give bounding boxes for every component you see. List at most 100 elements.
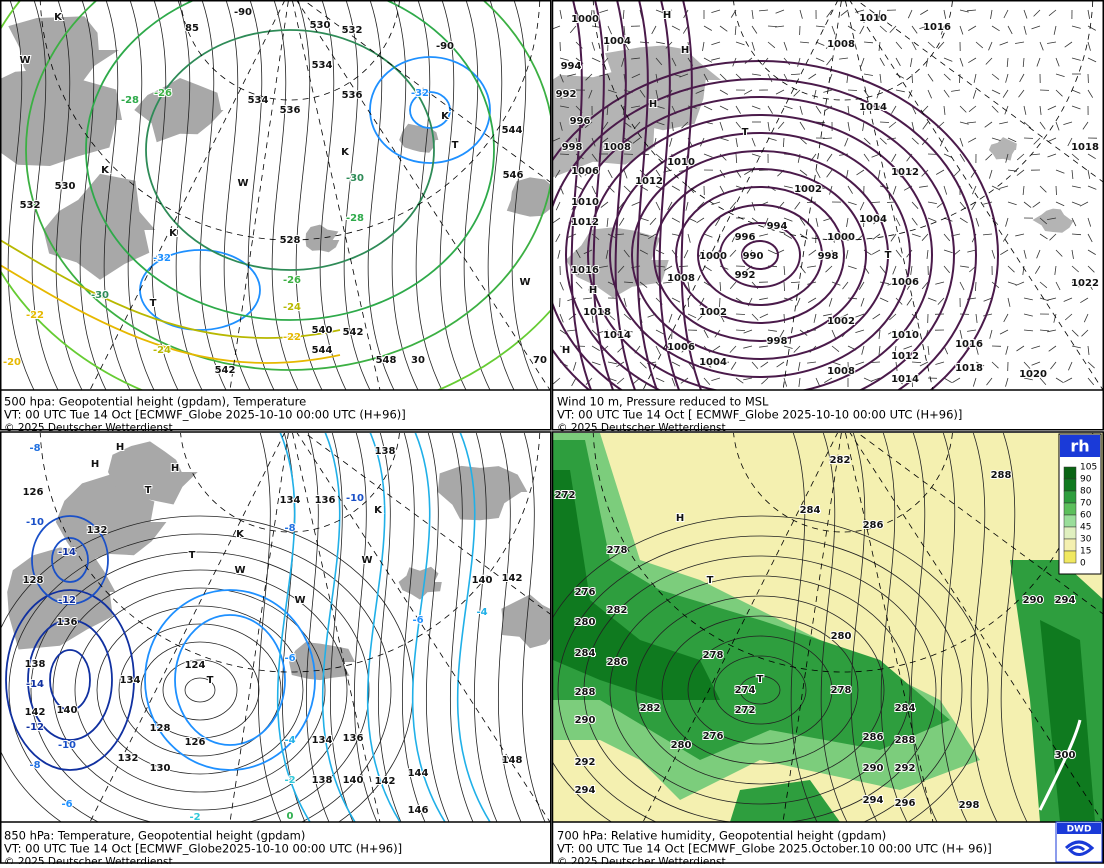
contour-label: -20 bbox=[3, 357, 21, 368]
contour-label: 528 bbox=[280, 235, 301, 246]
contour-label: -26 bbox=[283, 275, 301, 286]
contour-label: 1004 bbox=[699, 357, 727, 368]
legend-swatch bbox=[1064, 503, 1076, 515]
contour-label: 136 bbox=[57, 617, 78, 628]
contour-label: 1004 bbox=[859, 214, 887, 225]
contour-label: 280 bbox=[575, 617, 596, 628]
contour-label: -90 bbox=[436, 41, 454, 52]
contour-label: -24 bbox=[283, 302, 301, 313]
contour-label: T bbox=[742, 127, 749, 138]
contour-label: -22 bbox=[26, 310, 44, 321]
contour-label: 278 bbox=[831, 685, 852, 696]
contour-label: 998 bbox=[562, 142, 583, 153]
contour-label: -28 bbox=[121, 95, 139, 106]
contour-label: 140 bbox=[343, 775, 364, 786]
contour-label: 140 bbox=[57, 705, 78, 716]
contour-label: 1014 bbox=[891, 374, 919, 385]
contour-label: -2 bbox=[284, 775, 295, 786]
contour-label: 272 bbox=[555, 490, 576, 501]
contour-label: 278 bbox=[607, 545, 628, 556]
contour-label: 1014 bbox=[603, 330, 631, 341]
contour-label: 132 bbox=[87, 525, 108, 536]
contour-label: 284 bbox=[895, 703, 916, 714]
contour-label: 286 bbox=[863, 520, 884, 531]
contour-label: -10 bbox=[26, 517, 44, 528]
contour-label: 128 bbox=[150, 723, 171, 734]
contour-label: 298 bbox=[959, 800, 980, 811]
contour-label: 998 bbox=[767, 336, 788, 347]
legend-tick-label: 80 bbox=[1080, 487, 1092, 497]
contour-label: -12 bbox=[26, 722, 44, 733]
contour-label: -30 bbox=[91, 290, 109, 301]
contour-label: 284 bbox=[575, 648, 596, 659]
contour-label: 132 bbox=[118, 753, 139, 764]
contour-label: 1012 bbox=[571, 217, 599, 228]
wind-barb bbox=[912, 74, 913, 83]
contour-label: 284 bbox=[800, 505, 821, 516]
contour-label: 138 bbox=[25, 659, 46, 670]
contour-label: 278 bbox=[703, 650, 724, 661]
contour-label: -32 bbox=[411, 88, 429, 99]
contour-label: W bbox=[361, 555, 372, 566]
contour-label: 85 bbox=[185, 23, 199, 34]
contour-label: T bbox=[452, 140, 459, 151]
contour-label: 142 bbox=[502, 573, 523, 584]
contour-label: 992 bbox=[735, 270, 756, 281]
caption-line: 500 hpa: Geopotential height (gpdam), Te… bbox=[4, 395, 306, 409]
contour-label: 548 bbox=[376, 355, 397, 366]
contour-label: K bbox=[54, 12, 63, 23]
contour-label: 994 bbox=[767, 221, 788, 232]
contour-label: 288 bbox=[895, 735, 916, 746]
contour-label: 1010 bbox=[859, 13, 887, 24]
contour-label: T bbox=[189, 550, 196, 561]
contour-label: 280 bbox=[831, 631, 852, 642]
wind-barb bbox=[560, 154, 569, 155]
contour-label: 294 bbox=[1055, 595, 1076, 606]
contour-label: K bbox=[341, 147, 350, 158]
contour-label: 1006 bbox=[667, 342, 695, 353]
caption-line: VT: 00 UTC Tue 14 Oct [ECMWF_Globe 2025-… bbox=[4, 408, 406, 422]
contour-label: 30 bbox=[411, 355, 425, 366]
contour-label: 1006 bbox=[571, 166, 599, 177]
contour-label: -8 bbox=[29, 760, 40, 771]
contour-label: -90 bbox=[234, 7, 252, 18]
contour-label: 292 bbox=[575, 757, 596, 768]
contour-label: 1002 bbox=[794, 184, 822, 195]
contour-label: H bbox=[676, 513, 684, 524]
contour-label: 1000 bbox=[827, 232, 855, 243]
contour-label: 144 bbox=[408, 768, 429, 779]
contour-label: -10 bbox=[58, 740, 76, 751]
contour-label: 1004 bbox=[603, 36, 631, 47]
contour-label: 996 bbox=[570, 116, 591, 127]
caption-line: 700 hPa: Relative humidity, Geopotential… bbox=[557, 829, 886, 843]
contour-label: -6 bbox=[412, 615, 423, 626]
legend-swatch bbox=[1064, 527, 1076, 539]
wind-barb bbox=[720, 298, 721, 307]
legend-swatch bbox=[1064, 479, 1076, 491]
contour-label: W bbox=[519, 277, 530, 288]
contour-label: W bbox=[294, 595, 305, 606]
contour-label: 540 bbox=[312, 325, 333, 336]
logo-text: DWD bbox=[1067, 825, 1092, 835]
caption-line: Wind 10 m, Pressure reduced to MSL bbox=[557, 395, 769, 409]
contour-label: 134 bbox=[312, 735, 333, 746]
legend-tick-label: 15 bbox=[1080, 547, 1091, 557]
contour-label: 276 bbox=[703, 731, 724, 742]
contour-label: K bbox=[169, 228, 178, 239]
wind-barb bbox=[736, 314, 745, 315]
legend-swatch bbox=[1064, 491, 1076, 503]
legend-tick-label: 30 bbox=[1080, 535, 1092, 545]
contour-label: -14 bbox=[26, 679, 44, 690]
contour-label: 290 bbox=[863, 763, 884, 774]
contour-label: 292 bbox=[895, 763, 916, 774]
contour-label: 532 bbox=[342, 25, 363, 36]
contour-label: 294 bbox=[863, 795, 884, 806]
contour-label: 286 bbox=[863, 732, 884, 743]
contour-label: 300 bbox=[1055, 750, 1076, 761]
legend-tick-label: 105 bbox=[1080, 463, 1097, 473]
contour-label: 1018 bbox=[1071, 142, 1099, 153]
contour-label: 544 bbox=[312, 345, 333, 356]
contour-label: 1018 bbox=[955, 363, 983, 374]
contour-label: 1016 bbox=[923, 22, 951, 33]
